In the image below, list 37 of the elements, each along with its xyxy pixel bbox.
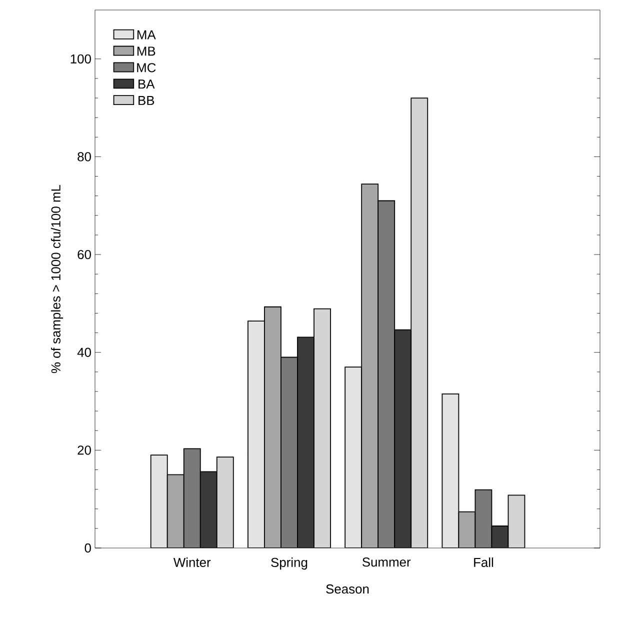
- bar: [491, 526, 509, 548]
- bar: [442, 393, 460, 548]
- x-tick-label: Fall: [474, 558, 494, 568]
- bar: [248, 321, 264, 548]
- y-tick-label: 60: [78, 250, 91, 260]
- bar: [314, 308, 331, 548]
- bar: [184, 448, 200, 548]
- bar: [411, 98, 428, 548]
- bar: [474, 489, 492, 548]
- bar: [150, 455, 168, 548]
- x-tick-label: Spring: [271, 558, 308, 570]
- bar: [280, 357, 298, 548]
- legend-label: BA: [138, 80, 155, 89]
- x-axis-title: Season: [326, 584, 369, 594]
- bar: [362, 184, 378, 548]
- y-tick-label: 40: [77, 348, 91, 357]
- bar: [200, 472, 217, 548]
- y-tick-label: 100: [70, 54, 91, 64]
- bar: [458, 511, 476, 548]
- x-tick-label: Summer: [362, 558, 411, 567]
- bar: [378, 200, 395, 548]
- x-tick-label: Winter: [173, 558, 211, 568]
- bar: [264, 306, 281, 548]
- bar: [297, 337, 314, 548]
- bar: [167, 474, 184, 548]
- legend-label: MA: [137, 30, 156, 40]
- y-tick-label: 20: [78, 446, 91, 455]
- bar: [345, 367, 362, 548]
- y-tick-label: 80: [78, 152, 91, 162]
- bar: [394, 330, 412, 548]
- legend-label: BB: [138, 96, 154, 105]
- y-axis-title: % of samples > 1000 cfu/100 mL: [50, 184, 64, 374]
- legend-label: MB: [137, 46, 156, 56]
- bar: [216, 457, 234, 548]
- bar: [508, 494, 526, 548]
- y-tick-label: 0: [84, 543, 91, 553]
- legend-label: MC: [137, 63, 156, 72]
